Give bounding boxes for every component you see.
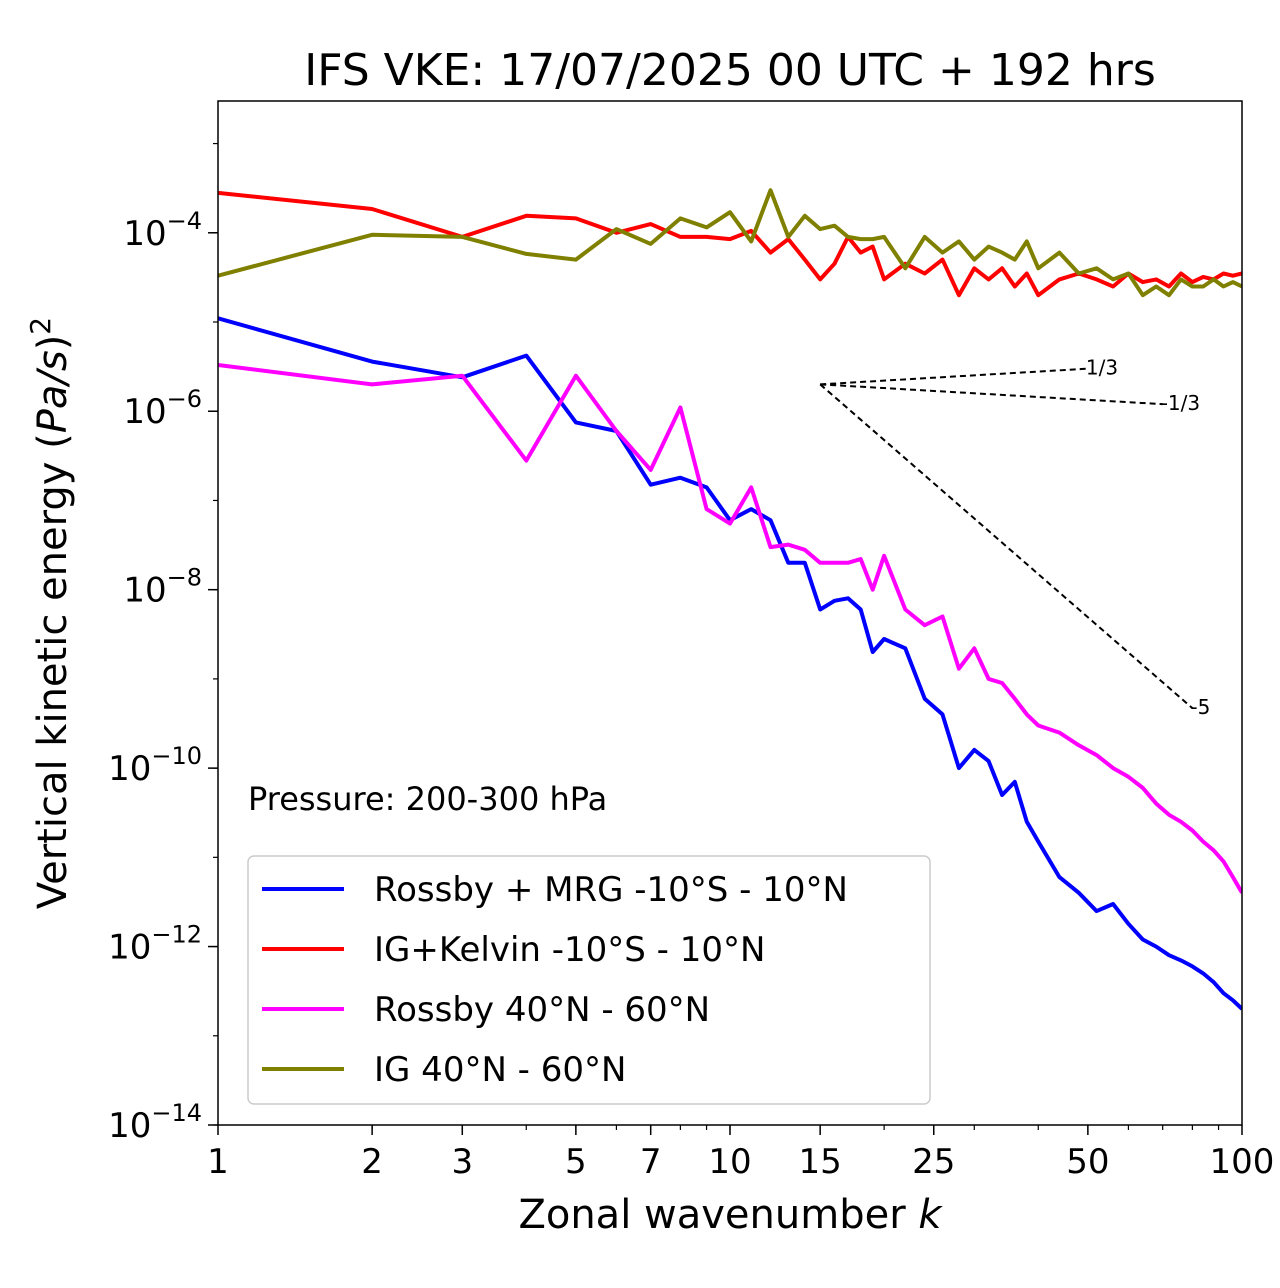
x-axis-label: Zonal wavenumber k	[518, 1192, 943, 1238]
y-axis-ticks: 10−14 10−12 10−10 10−8 10−6 10−4	[108, 142, 218, 1146]
legend-label-1: IG+Kelvin -10°S - 10°N	[374, 930, 765, 970]
x-tick-label: 100	[1210, 1142, 1275, 1182]
legend-label-3: IG 40°N - 60°N	[374, 1050, 626, 1090]
x-tick-label: 5	[565, 1142, 587, 1182]
y-tick-label: 10−12	[108, 921, 202, 968]
y-tick-label: 10−10	[108, 742, 202, 789]
x-tick-label: 50	[1066, 1142, 1109, 1182]
y-tick-label: 10−6	[123, 385, 202, 432]
x-tick-label: 25	[912, 1142, 955, 1182]
series-line-1	[218, 190, 1242, 298]
series-line-2	[218, 363, 1242, 894]
series-line-3	[218, 188, 1242, 298]
x-tick-label: 1	[207, 1142, 229, 1182]
y-axis-label: Vertical kinetic energy (Pa/s)2	[24, 317, 76, 909]
x-axis-ticks: 1 2 3 5 7 10 15 25 50 100	[207, 1125, 1274, 1182]
legend-label-0: Rossby + MRG -10°S - 10°N	[374, 870, 848, 910]
pressure-annotation: Pressure: 200-300 hPa	[248, 780, 607, 818]
y-tick-label: 10−4	[123, 207, 202, 254]
y-tick-label: 10−8	[123, 564, 202, 611]
reference-slope-line-2	[819, 383, 1194, 709]
x-tick-label: 2	[361, 1142, 383, 1182]
x-tick-label: 15	[799, 1142, 842, 1182]
reference-slopes: 1/3 -1/3 -5	[819, 356, 1210, 719]
reference-slope-line-0	[820, 367, 1088, 386]
series-line-0	[218, 316, 1242, 1011]
legend-label-2: Rossby 40°N - 60°N	[374, 990, 710, 1030]
reference-slope-line-1	[820, 383, 1163, 406]
x-tick-label: 3	[451, 1142, 473, 1182]
x-tick-label: 10	[708, 1142, 751, 1182]
series-layer	[218, 188, 1242, 1011]
y-tick-label: 10−14	[108, 1099, 202, 1146]
legend-box	[247, 855, 931, 1105]
reference-slope-label-2: -5	[1190, 695, 1210, 719]
reference-slope-label-1: -1/3	[1161, 391, 1200, 415]
reference-slope-label-0: 1/3	[1086, 356, 1118, 380]
chart-title: IFS VKE: 17/07/2025 00 UTC + 192 hrs	[304, 45, 1156, 96]
x-tick-label: 7	[640, 1142, 662, 1182]
legend: Rossby + MRG -10°S - 10°N IG+Kelvin -10°S…	[247, 855, 931, 1105]
